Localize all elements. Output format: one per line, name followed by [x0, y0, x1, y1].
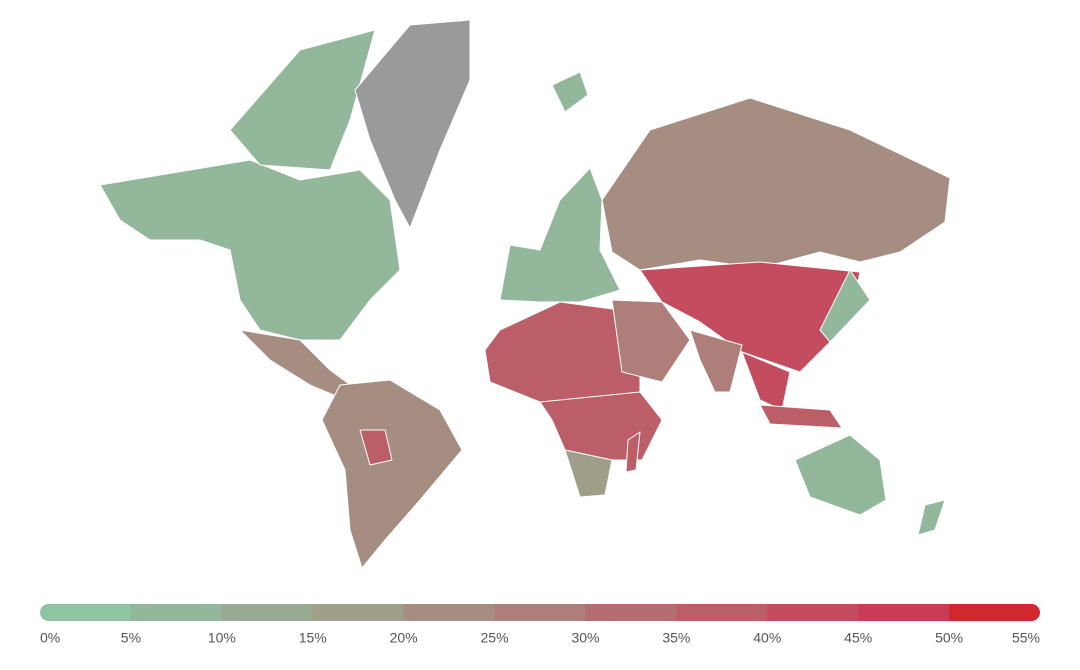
world-map	[99, 19, 951, 569]
legend-segment	[130, 604, 223, 621]
region	[759, 404, 843, 429]
region	[321, 379, 463, 569]
region	[551, 71, 589, 113]
legend-tick-label: 35%	[662, 630, 690, 646]
legend-segment	[949, 604, 1040, 621]
region	[601, 97, 951, 271]
region	[794, 434, 887, 516]
region	[354, 19, 471, 229]
legend-segment	[585, 604, 677, 621]
region	[625, 431, 641, 473]
region	[539, 391, 663, 461]
legend-tick-label: 30%	[571, 630, 599, 646]
legend-tick-label: 20%	[390, 630, 418, 646]
legend-tick-label: 15%	[299, 630, 327, 646]
region	[819, 269, 871, 343]
region	[499, 167, 621, 303]
legend: 0% 5% 10% 15% 20% 25% 30% 35% 40% 45% 50% 55%	[40, 604, 1040, 646]
legend-segment	[221, 604, 314, 621]
legend-segment	[312, 604, 405, 621]
region	[917, 499, 946, 536]
legend-segment	[403, 604, 496, 621]
legend-segment	[858, 604, 950, 621]
legend-tick-label: 50%	[935, 630, 963, 646]
region	[689, 329, 743, 393]
region	[639, 261, 861, 373]
legend-tick-label: 0%	[40, 630, 60, 646]
region	[611, 299, 691, 383]
legend-tick-label: 10%	[208, 630, 236, 646]
legend-segment	[494, 604, 586, 621]
region	[564, 449, 613, 498]
region	[229, 29, 376, 171]
legend-tick-label: 5%	[121, 630, 141, 646]
legend-segment	[40, 604, 132, 621]
legend-tick-label: 25%	[481, 630, 509, 646]
legend-tick-label: 40%	[753, 630, 781, 646]
legend-tick-label: 55%	[1012, 630, 1040, 646]
legend-tick-label: 45%	[844, 630, 872, 646]
region	[359, 429, 393, 466]
region	[99, 159, 401, 341]
legend-segment	[676, 604, 768, 621]
legend-segment	[767, 604, 859, 621]
legend-bar	[40, 604, 1040, 621]
